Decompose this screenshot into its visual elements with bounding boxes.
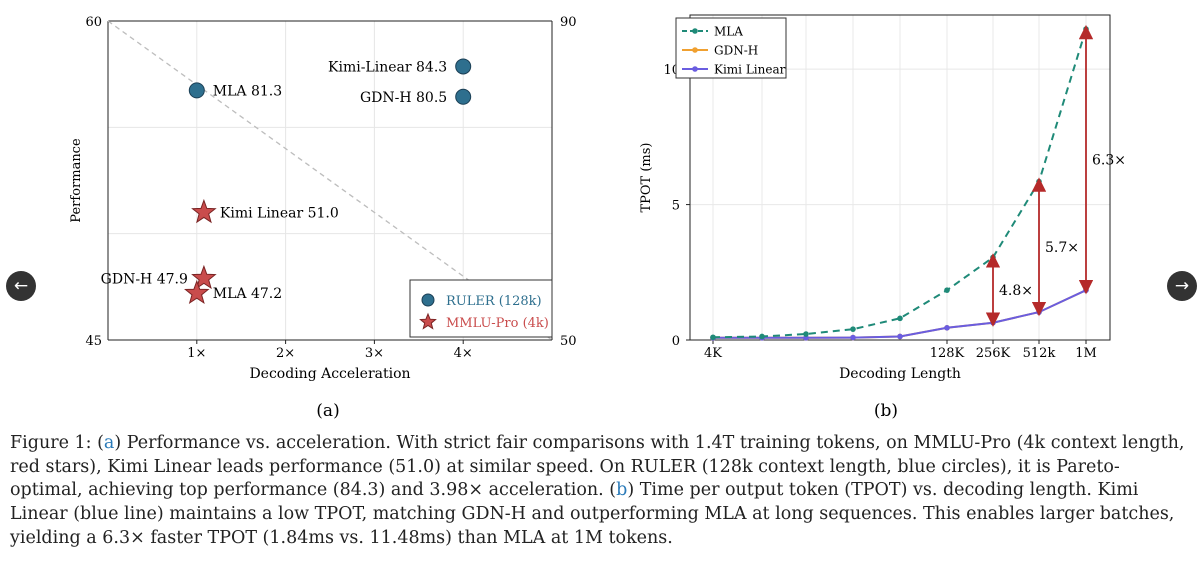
mmlu-star-point — [191, 198, 217, 224]
point-label: GDN-H 80.5 — [360, 90, 447, 106]
series-point — [1036, 309, 1042, 315]
legend-box — [409, 279, 553, 338]
legend-label-mmlu: MMLU-Pro (4k) — [446, 316, 549, 331]
x-tick-label: 4K — [704, 346, 722, 361]
legend-label: Kimi Linear — [714, 63, 786, 77]
x-tick-label: 3× — [365, 346, 384, 361]
y-left-tick-label: 60 — [85, 15, 102, 30]
legend-swatch-dot — [692, 28, 698, 34]
x-axis-label: Decoding Length — [839, 366, 961, 382]
series-point — [1083, 287, 1089, 293]
x-tick-label: 2× — [276, 346, 295, 361]
point-label: MLA 47.2 — [213, 286, 282, 302]
series-point — [850, 326, 856, 332]
point-label: Kimi Linear 51.0 — [220, 205, 339, 221]
series-point — [897, 315, 903, 322]
ruler-point — [455, 58, 472, 75]
point-label: GDN-H 47.9 — [101, 271, 188, 287]
series-point — [990, 254, 996, 261]
y-axis-label: Performance — [69, 138, 84, 223]
figure-caption: Figure 1: (a) Performance vs. accelerati… — [10, 432, 1190, 550]
caption-part-a: ) Performance vs. acceleration. With str… — [10, 433, 1185, 501]
series-point — [990, 319, 996, 326]
point-label: Kimi-Linear 84.3 — [328, 59, 447, 75]
series-point — [710, 334, 716, 341]
series-point — [1083, 26, 1089, 32]
x-tick-label: 128K — [930, 346, 965, 361]
x-tick-label: 1M — [1075, 346, 1097, 361]
ratio-label: 6.3× — [1092, 153, 1126, 169]
series-point — [850, 334, 856, 341]
ruler-point — [455, 88, 472, 105]
legend-label: GDN-H — [714, 44, 758, 58]
series-line-mla — [712, 28, 1087, 339]
x-tick-label: 4× — [454, 346, 473, 361]
legend-marker-ruler — [421, 293, 435, 307]
x-tick-label: 256K — [976, 346, 1011, 361]
x-axis-label: Decoding Acceleration — [249, 366, 410, 382]
next-arrow-icon[interactable]: → — [1167, 271, 1197, 301]
prev-arrow-icon[interactable]: ← — [6, 271, 36, 301]
y-right-tick-label: 90 — [560, 15, 577, 30]
ruler-point — [188, 82, 205, 99]
legend-marker-mmlu — [419, 312, 437, 330]
legend-swatch-dot — [692, 47, 698, 53]
point-label: MLA 81.3 — [213, 83, 282, 99]
y-tick-label: 0 — [672, 334, 680, 349]
mmlu-star-point — [191, 264, 217, 290]
caption-ref-a[interactable]: a — [103, 433, 115, 453]
y-tick-label: 5 — [672, 199, 680, 214]
plot-frame — [689, 14, 1111, 341]
x-tick-label: 512k — [1023, 346, 1056, 361]
series-point — [944, 287, 950, 293]
panel-b-label: (b) — [874, 401, 898, 421]
y-axis-label: TPOT (ms) — [639, 142, 654, 212]
series-point — [897, 333, 903, 340]
ratio-label: 5.7× — [1045, 240, 1079, 256]
y-right-tick-label: 50 — [560, 334, 577, 349]
panel-a-label: (a) — [316, 401, 339, 421]
legend-label: MLA — [714, 25, 743, 39]
legend-swatch-dot — [692, 66, 698, 72]
caption-part-b: ) Time per output token (TPOT) vs. decod… — [10, 480, 1175, 548]
y-left-tick-label: 45 — [85, 334, 102, 349]
caption-prefix: Figure 1: ( — [10, 433, 104, 453]
mmlu-star-point — [184, 279, 210, 305]
panel-a-scatter-chart: 1× 2× 3× 4× 45 60 50 90 Decoding Acceleration Per… — [69, 15, 577, 421]
series-point — [759, 333, 765, 340]
x-tick-label: 1× — [187, 346, 206, 361]
reference-diagonal-line — [107, 20, 553, 341]
ratio-label: 4.8× — [999, 283, 1033, 299]
series-point — [803, 331, 809, 337]
series-point — [1036, 178, 1042, 185]
legend-label-ruler: RULER (128k) — [446, 294, 542, 309]
series-point — [944, 325, 950, 331]
caption-ref-b[interactable]: b — [616, 480, 628, 501]
